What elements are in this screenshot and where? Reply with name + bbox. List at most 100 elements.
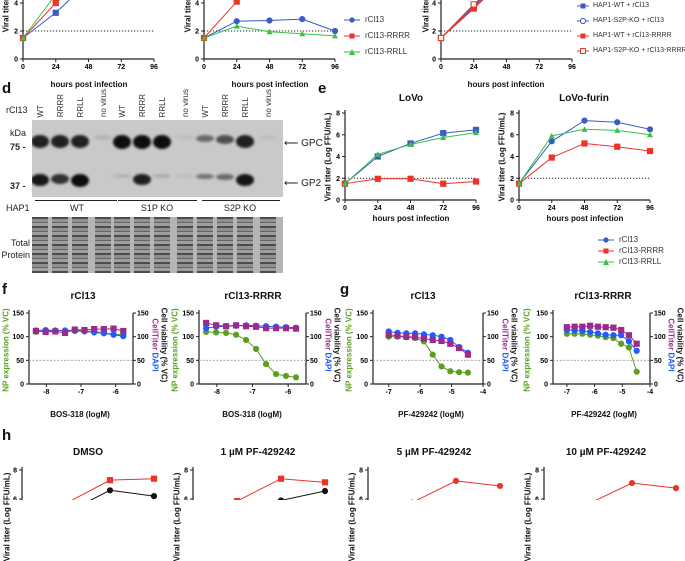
y-tick-label: 2: [510, 176, 514, 183]
data-point: [120, 333, 127, 340]
series-line-0: [388, 336, 468, 374]
data-point: [625, 344, 633, 351]
x-tick-label: -7: [78, 389, 84, 396]
data-point: [252, 323, 260, 330]
data-point: [440, 134, 447, 140]
data-point: [213, 329, 220, 336]
data-point: [472, 178, 480, 185]
data-point: [201, 35, 207, 41]
x-tick-label: 0: [202, 64, 206, 71]
data-point: [233, 0, 240, 5]
data-point: [100, 325, 107, 333]
data-point: [563, 324, 570, 331]
protein-band: [176, 173, 194, 179]
data-point: [292, 374, 300, 381]
y-tick-label: 0: [20, 382, 24, 389]
series-line-1: [35, 329, 124, 337]
x-tick-label: 24: [548, 205, 556, 212]
x-tick-label: 96: [331, 64, 339, 71]
viability-assays-ylabel: CellTiter DAPI: [667, 318, 676, 371]
data-point: [516, 180, 522, 187]
g-xlabel-2: PF-429242 (logM): [571, 410, 637, 419]
x-tick-label: 0: [439, 64, 443, 71]
y-tick-label: 50: [16, 358, 24, 365]
y-tick-label: 8: [359, 468, 363, 475]
marker-75: 75 -: [10, 142, 26, 152]
x-tick-label: 48: [503, 64, 511, 71]
data-point: [646, 147, 654, 155]
right-y-tick-label: 50: [310, 358, 318, 365]
x-tick-label: 96: [568, 64, 576, 71]
total-protein-lane: [134, 217, 150, 273]
np-expression-ylabel: NP expression (% VC): [1, 308, 11, 392]
data-point: [321, 487, 329, 495]
h-ylabel-1: Viral titer (Log FFU/mL): [2, 472, 12, 561]
y-tick-label: 8: [535, 468, 539, 475]
data-point: [332, 32, 338, 39]
data-point: [272, 325, 280, 332]
data-point: [440, 180, 447, 187]
y-tick-label: 100: [12, 334, 24, 341]
y-tick-label: 2: [432, 29, 436, 36]
data-point: [437, 34, 445, 42]
protein-band: [71, 173, 89, 187]
x-tick-label: 72: [117, 64, 125, 71]
square-marker-icon: [577, 33, 589, 38]
chart-title-g-rrrr: rCl13-RRRR: [574, 291, 632, 302]
x-tick-label: 96: [472, 205, 480, 212]
g-xlabel-1: PF-429242 (logM): [398, 410, 464, 419]
np-expression-ylabel: NP expression (% VC): [522, 308, 532, 392]
lane-label: RRLL: [158, 96, 167, 117]
right-y-tick-label: 0: [137, 382, 141, 389]
data-point: [587, 328, 594, 336]
data-point: [20, 35, 26, 41]
data-point: [618, 332, 625, 339]
series-line-2: [566, 325, 638, 345]
x-tick-label: 0: [21, 64, 25, 71]
data-point: [594, 323, 601, 330]
total-protein-lane: [95, 217, 111, 273]
dapi-label: DAPI: [666, 352, 676, 372]
x-tick-label: 48: [581, 205, 589, 212]
legend-label: rCl13: [365, 15, 385, 24]
data-point: [277, 475, 285, 482]
cell-viability-ylabel: Cell viability (% VC): [332, 307, 342, 383]
data-point: [407, 175, 414, 182]
data-point: [473, 129, 479, 136]
x-tick-label: -6: [285, 389, 291, 396]
data-point: [233, 23, 240, 29]
protein-band: [133, 173, 151, 186]
y-tick-label: 6: [510, 132, 514, 139]
lane-label: no virus: [99, 88, 108, 117]
square-marker-icon: [598, 248, 614, 253]
x-tick-label: 0: [517, 205, 521, 212]
panel-letter-d: d: [2, 80, 12, 97]
triangle-marker-icon: [344, 48, 360, 55]
x-tick-label: -4: [480, 389, 486, 396]
data-point: [447, 340, 454, 347]
x-tick-label: 24: [470, 64, 478, 71]
x-tick-label: -7: [564, 389, 570, 396]
data-point: [32, 327, 40, 335]
legend-label: rCl13-RRRR: [365, 31, 410, 40]
protein-band: [32, 173, 49, 186]
x-tick-label: -7: [386, 389, 392, 396]
legend-item: HAP1-WT + rCl13-RRRR: [576, 31, 685, 40]
protein-band: [216, 135, 234, 145]
chart-6: 0 0 50 50 100 100 150 150 -8 -7 -6: [182, 310, 322, 396]
top-legend-cells: HAP1-WT + rCl13 HAP1-S2P-KO + rCl13 HAP1…: [576, 1, 685, 55]
protein-band: [176, 135, 194, 140]
y-tick-label: 150: [536, 311, 548, 318]
y-tick-label: 0: [544, 382, 548, 389]
right-y-tick-label: 150: [137, 311, 149, 318]
protein-band: [51, 173, 69, 184]
cell-viability-ylabel: Cell viability (% VC): [675, 307, 685, 383]
np-expression-ylabel: NP expression (% VC): [344, 308, 354, 392]
open-square-marker-icon: [577, 47, 589, 54]
chart-title-f-rcl13: rCl13: [70, 291, 96, 302]
kda-label: kDa: [10, 128, 27, 138]
right-y-tick-label: 100: [487, 334, 499, 341]
data-point: [52, 328, 59, 335]
right-y-tick-label: 150: [654, 311, 666, 318]
